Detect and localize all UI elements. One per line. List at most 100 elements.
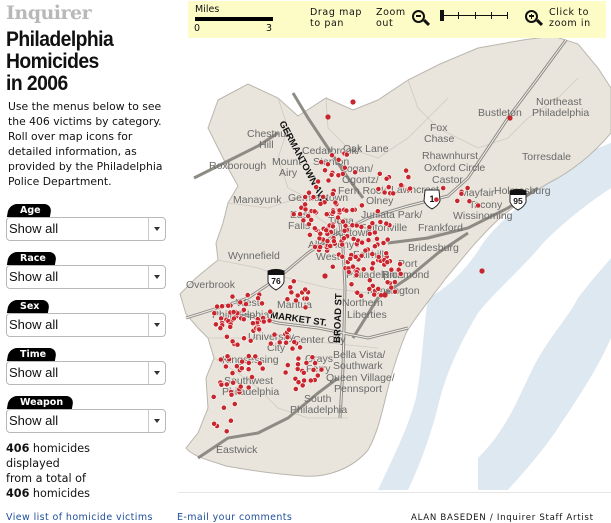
scale-label: Miles xyxy=(195,4,220,15)
chevron-down-icon[interactable] xyxy=(148,362,165,384)
filter-label-tab: Sex xyxy=(6,300,51,313)
sidebar: Inquirer Philadelphia Homicides in 2006 … xyxy=(0,0,175,523)
sex-select[interactable]: Show all xyxy=(6,313,166,337)
neighborhood-label: Nicetown xyxy=(328,227,371,239)
neighborhood-label: Torresdale xyxy=(522,151,571,163)
neighborhood-label: Ogontz/ xyxy=(342,174,379,186)
filter-sex: Sex Show all xyxy=(6,294,166,337)
select-value: Show all xyxy=(9,269,59,284)
neighborhood-label: Airy xyxy=(279,167,298,179)
neighborhood-label: Overbrook xyxy=(186,279,236,291)
zoom-slider-thumb[interactable] xyxy=(440,10,444,21)
interstate-95-shield: 95 xyxy=(509,189,527,211)
neighborhood-label: Queen Village/ xyxy=(326,372,395,384)
view-victims-link[interactable]: View list of homicide victims xyxy=(6,512,153,523)
title-line: Philadelphia xyxy=(6,28,114,51)
neighborhood-label: Logan/ xyxy=(341,163,373,175)
zoom-out-label: Zoom out xyxy=(376,7,406,29)
neighborhood-label: Oak Lane xyxy=(343,143,389,155)
zoom-in-icon[interactable] xyxy=(525,10,538,23)
title-line: in 2006 xyxy=(6,72,68,95)
select-value: Show all xyxy=(9,365,59,380)
homicide-map[interactable]: Bustleton Northeast Philadelphia Fox Cha… xyxy=(178,38,611,490)
road-label-broad-st: BROAD ST xyxy=(332,293,345,343)
scale-bar xyxy=(195,17,273,21)
neighborhood-label: Richmond xyxy=(382,269,429,281)
filter-race: Race Show all xyxy=(6,246,166,289)
svg-text:1: 1 xyxy=(429,194,434,204)
filter-weapon: Weapon Show all xyxy=(6,390,166,433)
scale-max: 3 xyxy=(266,23,273,34)
page-title: Philadelphia Homicides in 2006 xyxy=(6,29,153,95)
chevron-down-icon[interactable] xyxy=(148,410,165,432)
race-select[interactable]: Show all xyxy=(6,265,166,289)
displayed-count: 406 xyxy=(6,442,30,455)
neighborhood-label: Mount xyxy=(272,156,301,168)
filter-label-tab: Time xyxy=(6,348,58,361)
scale-min: 0 xyxy=(194,23,201,34)
filter-label-tab: Age xyxy=(6,204,52,217)
neighborhood-label: Juniata Park/ xyxy=(361,209,422,221)
email-comments-link[interactable]: E-mail your comments xyxy=(177,512,293,523)
select-value: Show all xyxy=(9,221,59,236)
neighborhood-label: Philadelphia xyxy=(222,386,279,398)
neighborhood-label: Pennsport xyxy=(334,383,382,395)
neighborhood-label: Frankford xyxy=(418,222,463,234)
neighborhood-label: Castor xyxy=(432,174,463,186)
neighborhood-label: Southwest xyxy=(224,375,273,387)
neighborhood-label: Fern Rock xyxy=(338,185,387,197)
chevron-down-icon[interactable] xyxy=(148,266,165,288)
neighborhood-label: Port xyxy=(398,258,417,270)
neighborhood-label: Oxford Circle xyxy=(424,162,485,174)
neighborhood-label: Philadelphia xyxy=(532,107,589,119)
title-line: Homicides xyxy=(6,50,99,73)
map-canvas[interactable]: Bustleton Northeast Philadelphia Fox Cha… xyxy=(178,38,611,490)
select-value: Show all xyxy=(9,317,59,332)
neighborhood-label: Chase xyxy=(424,133,455,145)
filter-label-tab: Weapon xyxy=(6,396,75,409)
age-select[interactable]: Show all xyxy=(6,217,166,241)
homicide-markers[interactable] xyxy=(210,99,513,435)
intro-text: Use the menus below to see the 406 victi… xyxy=(8,100,163,188)
filter-age: Age Show all xyxy=(6,198,166,241)
time-select[interactable]: Show all xyxy=(6,361,166,385)
inquirer-logo: Inquirer xyxy=(6,2,92,24)
delaware-river xyxy=(478,258,611,490)
neighborhood-label: Bustleton xyxy=(478,107,522,119)
neighborhood-label: Bella Vista/ xyxy=(333,349,385,361)
neighborhood-label: Northeast xyxy=(536,96,582,108)
zoom-out-icon[interactable] xyxy=(412,10,425,23)
filter-time: Time Show all xyxy=(6,342,166,385)
neighborhood-label: Fox xyxy=(430,122,448,134)
drag-hint: Drag map to pan xyxy=(310,7,362,29)
neighborhood-label: Eastwick xyxy=(216,444,258,456)
map-toolbar: Miles 0 3 Drag map to pan Zoom out Click t… xyxy=(188,1,606,38)
svg-text:76: 76 xyxy=(271,276,281,286)
chevron-down-icon[interactable] xyxy=(148,218,165,240)
neighborhood-label: Bridesburg xyxy=(408,242,459,254)
us-route-1-shield: 1 xyxy=(423,189,441,210)
delaware-river-east xyxy=(378,143,611,490)
interstate-76-shield: 76 xyxy=(267,269,285,291)
select-value: Show all xyxy=(9,413,59,428)
neighborhood-label: Kingsessing xyxy=(222,354,279,366)
neighborhood-label: Manayunk xyxy=(233,194,282,206)
svg-text:95: 95 xyxy=(513,196,523,206)
neighborhood-label: Center City xyxy=(293,334,346,346)
zoom-in-label[interactable]: Click to zoom in xyxy=(549,7,591,29)
total-count: 406 xyxy=(6,487,30,500)
footer-divider xyxy=(178,492,611,493)
zoom-slider[interactable] xyxy=(440,10,508,21)
neighborhood-label: Rhawnhurst xyxy=(422,150,478,162)
filter-label-tab: Race xyxy=(6,252,57,265)
neighborhood-label: Philadelphia xyxy=(290,404,347,416)
weapon-select[interactable]: Show all xyxy=(6,409,166,433)
neighborhood-label: Wissinoming xyxy=(453,210,513,222)
neighborhood-label: Liberties xyxy=(347,309,387,321)
neighborhood-label: South xyxy=(304,393,332,405)
neighborhood-label: Wynnefield xyxy=(228,250,280,262)
neighborhood-label: West xyxy=(316,251,340,263)
credit: ALAN BASEDEN / Inquirer Staff Artist xyxy=(411,513,594,523)
neighborhood-label: Philadelphia xyxy=(346,269,403,281)
chevron-down-icon[interactable] xyxy=(148,314,165,336)
